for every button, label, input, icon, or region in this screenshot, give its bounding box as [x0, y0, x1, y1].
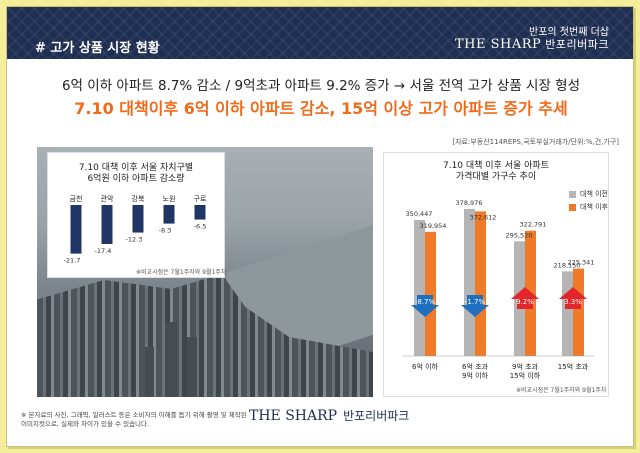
arrow-up-icon	[559, 287, 587, 309]
right-category-label: 15억 초과	[558, 362, 589, 371]
legend-before-label: 대책 이전	[580, 190, 608, 198]
footer-logo-text: THE SHARP	[249, 408, 338, 424]
right-category-label: 6억 초과	[462, 362, 489, 371]
bar-after	[475, 211, 486, 356]
footer-logo-sub: 반포리버파크	[343, 409, 410, 423]
right-chart-card: 7.10 대책 이후 서울 아파트 가격대별 가구수 추이 대책 이전 대책 이…	[383, 152, 609, 397]
left-bar	[70, 205, 82, 254]
bar-after	[425, 231, 436, 356]
value-label-after: 372,612	[470, 213, 497, 221]
left-chart-card: 7.10 대책 이후 서울 자치구별 6억원 이하 아파트 감소량 금천 -21.…	[47, 152, 227, 278]
headline-primary: 6억 이하 아파트 8.7% 감소 / 9억초과 아파트 9.2% 증가 → 서…	[61, 78, 581, 94]
brand-logo-text: THE SHARP	[454, 37, 542, 52]
left-chart-note: ※비교시점은 7월1주차와 9월1주차	[136, 269, 227, 276]
bar-after	[573, 268, 584, 356]
legend-before-swatch	[569, 190, 576, 198]
left-value-label: -6.5	[194, 223, 207, 231]
section-title: # 고가 상품 시장 현황	[35, 41, 160, 56]
right-chart-note: ※비교시점은 7월1주차와 9월1주차	[516, 387, 607, 394]
right-category-label: 9억 이하	[462, 371, 489, 380]
header-pattern	[7, 7, 633, 59]
left-value-label: -12.3	[126, 236, 143, 244]
header-bar: # 고가 상품 시장 현황 반포의 첫번째 더샵 THE SHARP 반포리버파크	[7, 7, 633, 59]
brand-tagline: 반포의 첫번째 더샵	[529, 27, 609, 38]
arrow-up-icon	[511, 287, 539, 309]
footer-logo: THE SHARP 반포리버파크	[249, 407, 409, 424]
left-bar	[194, 205, 206, 220]
right-bar-chart: 350,447 319,954 -8.7% 6억 이하 378,976 372,612 -1…	[402, 199, 595, 380]
bar-before	[562, 271, 573, 356]
legend-after: 대책 이후	[569, 202, 608, 212]
left-category-label: 강북	[132, 194, 145, 203]
value-label-before: 295,520	[506, 231, 533, 239]
left-bar	[101, 205, 113, 244]
left-category-label: 관악	[101, 194, 114, 203]
left-category-label: 노원	[163, 194, 176, 203]
bar-before	[414, 219, 425, 356]
left-category-label: 금천	[70, 194, 83, 203]
left-bar-chart: 금천 -21.7 관악 -17.4 강북 -12.3 노원 -8.3 구로 -6.5	[64, 194, 207, 265]
right-category-label: 15억 이하	[510, 371, 541, 380]
legend-after-swatch	[569, 203, 576, 211]
skyscraper	[145, 347, 154, 397]
source-note: [자료:부동산114REPS,국토부실거래가/단위:%,건,가구]	[452, 138, 619, 146]
right-category-label: 9억 초과	[512, 362, 539, 371]
left-chart-title-line1: 7.10 대책 이후 서울 자치구별	[78, 163, 194, 173]
right-chart-title-line2: 가격대별 가구수 추이	[455, 172, 537, 182]
change-label: -1.7%	[465, 298, 486, 306]
legend-after-label: 대책 이후	[580, 203, 608, 211]
value-label-after: 322,791	[520, 221, 547, 229]
disclaimer: ※ 본자료의 사진, 그래픽, 일러스트 등은 소비자의 이해를 돕기 위해 촬…	[21, 411, 247, 429]
page-frame: # 고가 상품 시장 현황 반포의 첫번째 더샵 THE SHARP 반포리버파크…	[6, 6, 634, 447]
value-label-before: 218,150	[554, 261, 581, 269]
value-label-after: 225,341	[568, 259, 595, 267]
right-category-label: 6억 이하	[412, 362, 439, 371]
disclaimer-line2: 이미지컷으로, 실제와 차이가 있을 수 있습니다.	[21, 420, 150, 428]
left-value-label: -8.3	[159, 227, 172, 235]
headline-secondary: 7.10 대책이후 6억 이하 아파트 감소, 15억 이상 고가 아파트 증가…	[74, 99, 568, 118]
skyscraper	[187, 337, 197, 397]
right-chart-title-line1: 7.10 대책 이후 서울 아파트	[442, 161, 549, 171]
left-bar	[163, 205, 175, 224]
left-chart-title-line2: 6억원 이하 아파트 감소량	[87, 174, 185, 184]
bar-before	[464, 208, 475, 356]
left-value-label: -17.4	[95, 247, 112, 255]
skyscraper	[165, 322, 177, 397]
change-label: -8.7%	[415, 298, 436, 306]
arrow-down-icon	[411, 295, 439, 317]
change-label: 3.3%	[564, 298, 582, 306]
left-bar	[132, 205, 144, 233]
change-label: 9.2%	[516, 298, 534, 306]
value-label-before: 350,447	[406, 210, 433, 218]
arrow-down-icon	[461, 295, 489, 317]
left-category-label: 구로	[194, 195, 207, 203]
value-label-before: 378,976	[456, 199, 483, 207]
brand-logo: THE SHARP 반포리버파크	[455, 36, 609, 52]
left-value-label: -21.7	[64, 257, 81, 265]
brand-logo-sub: 반포리버파크	[545, 38, 609, 51]
value-label-after: 319,954	[420, 222, 447, 230]
legend-before: 대책 이전	[569, 189, 608, 199]
disclaimer-line1: ※ 본자료의 사진, 그래픽, 일러스트 등은 소비자의 이해를 돕기 위해 촬…	[21, 411, 247, 419]
